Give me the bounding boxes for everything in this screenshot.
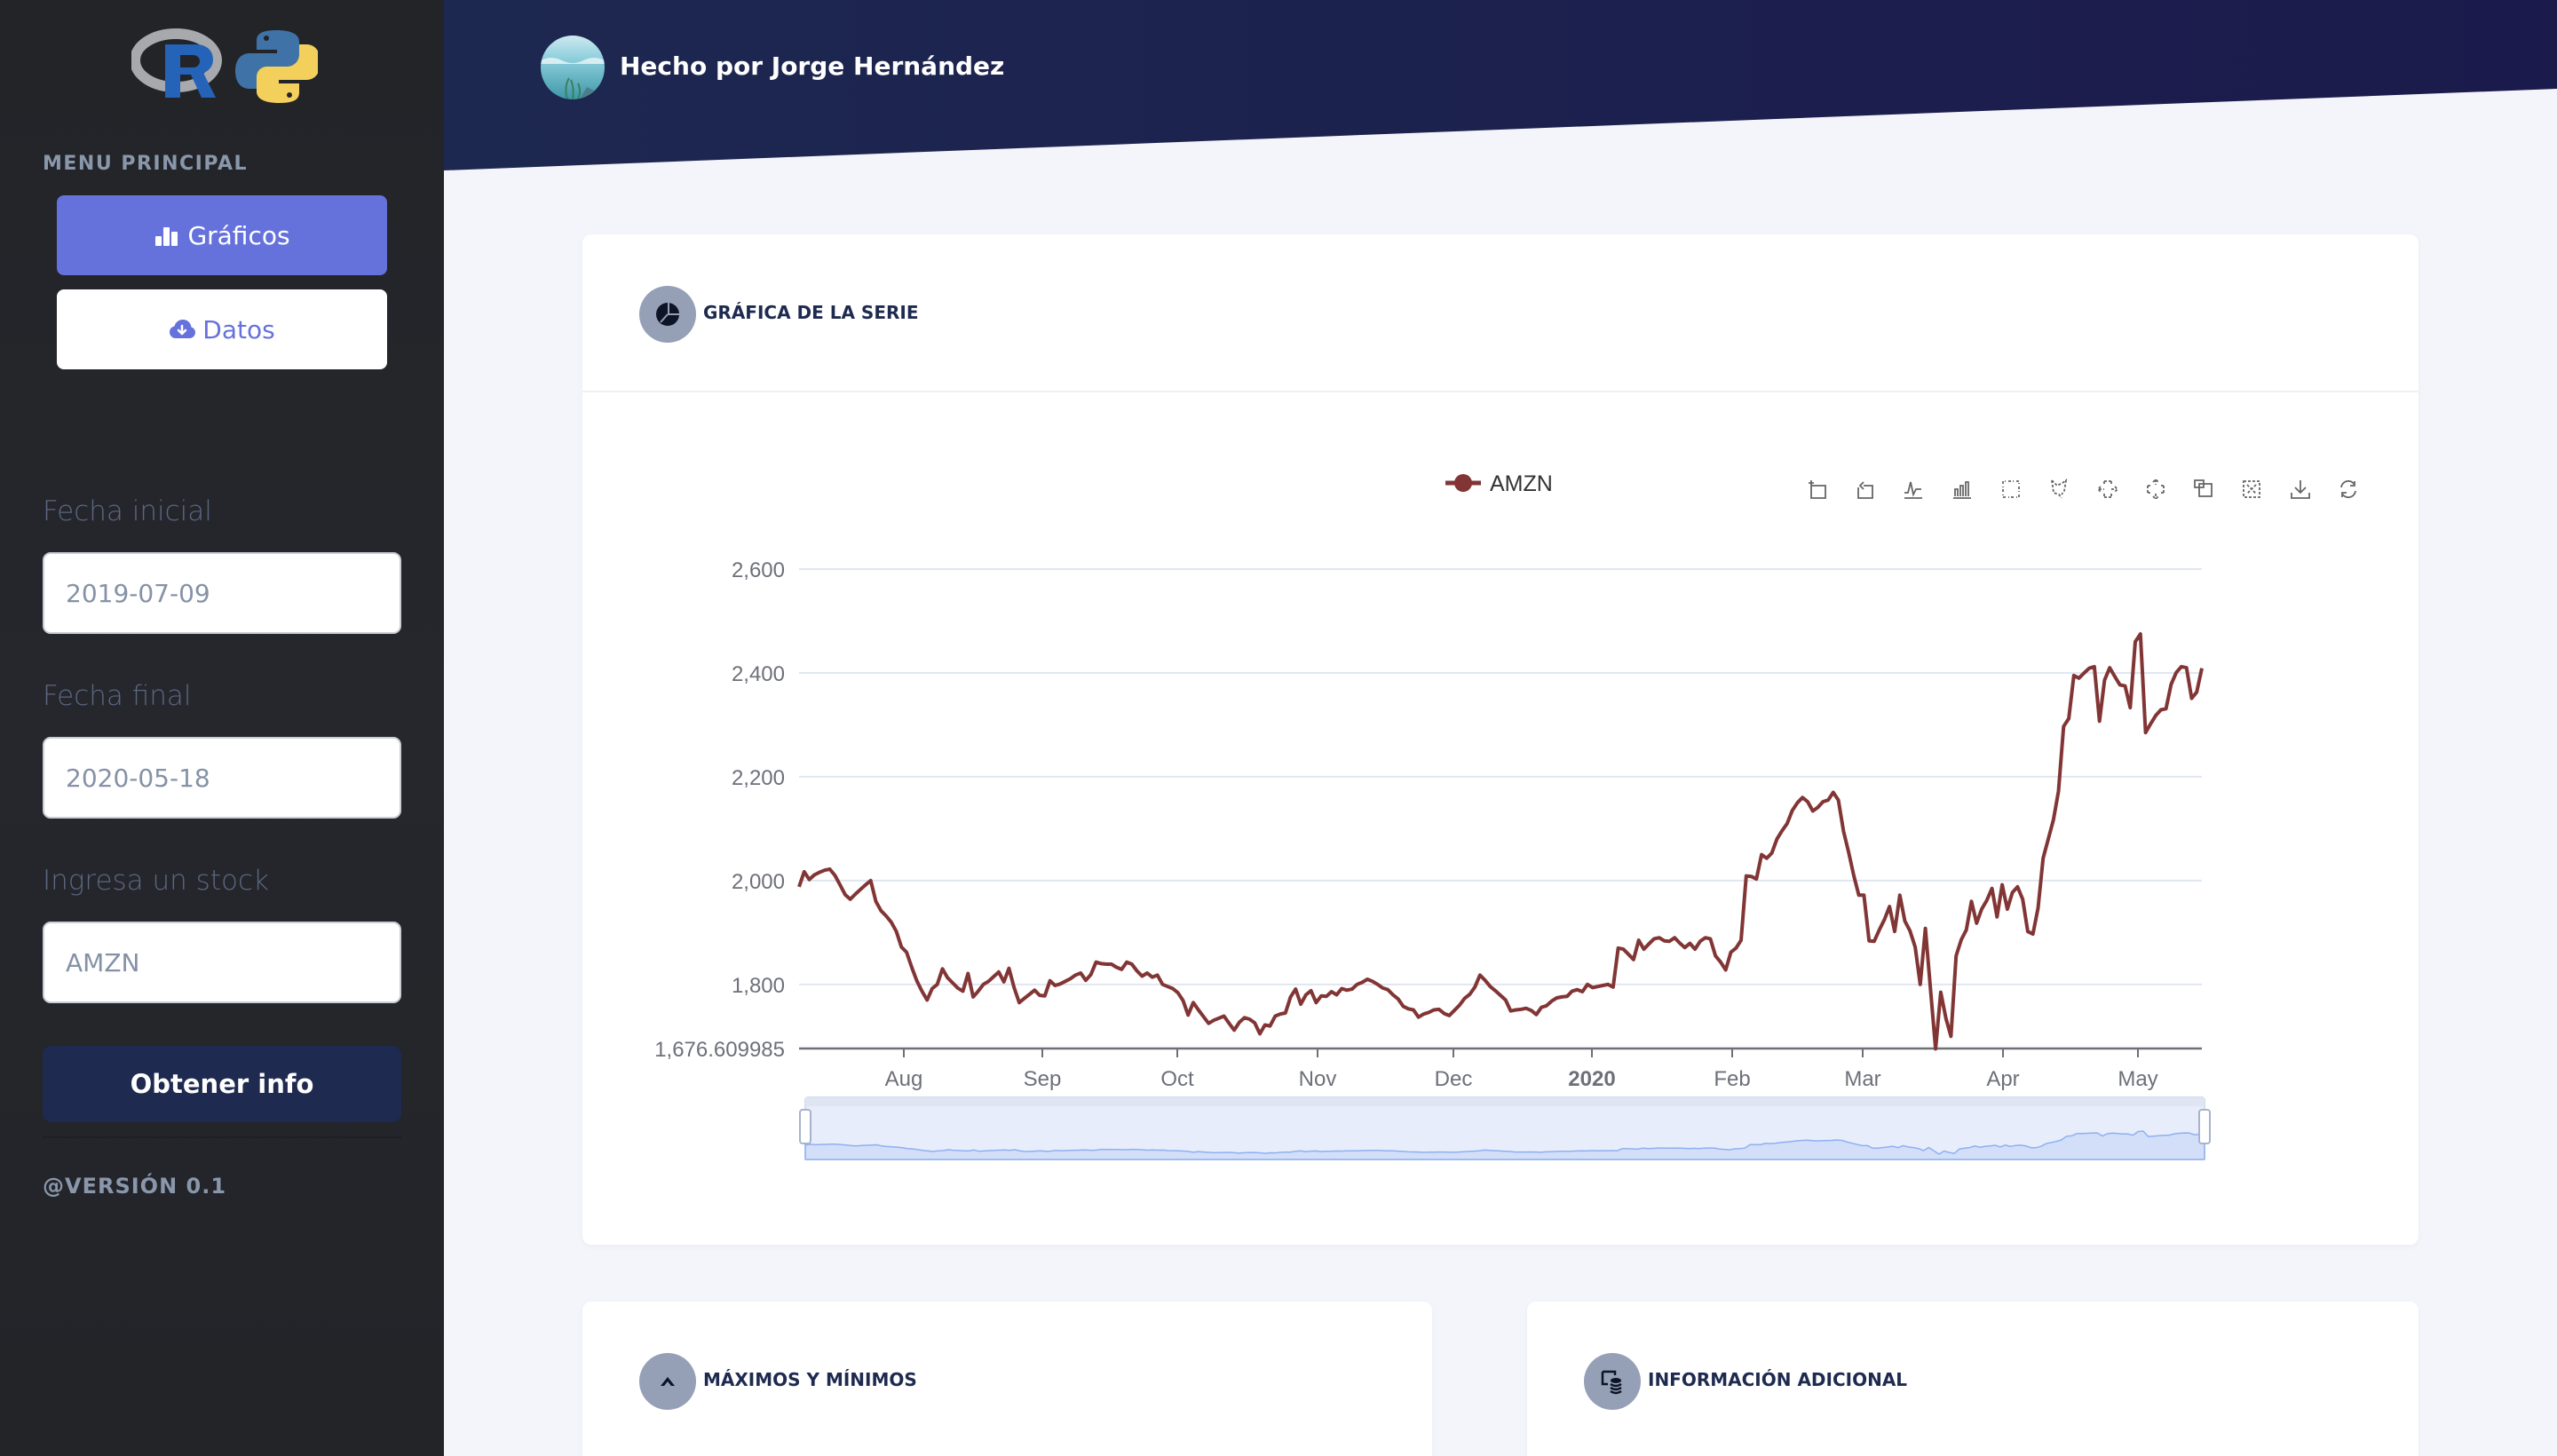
x-axis: Aug Sep Oct Nov Dec 2020 Feb Mar Apr May — [799, 1047, 2202, 1091]
header-banner — [444, 0, 2557, 170]
info-card: INFORMACIÓN ADICIONAL — [1527, 1302, 2418, 1456]
x-tick-label: Nov — [1299, 1067, 1337, 1091]
start-date-label: Fecha inicial — [43, 495, 212, 527]
x-tick-label: Feb — [1714, 1067, 1750, 1091]
info-card-header: INFORMACIÓN ADICIONAL — [1527, 1302, 2418, 1456]
toolbox-bar-icon[interactable]: Bar — [1949, 476, 1975, 502]
python-logo-icon — [235, 30, 318, 103]
toolbox-brush-linex-icon[interactable]: Horizontal selection — [2094, 476, 2121, 502]
chart-toolbox: Zoom Back Line Bar Rectangle selection Polygo… — [1805, 476, 2362, 502]
toolbox-data-zoom-icon[interactable]: Zoom — [1805, 476, 1832, 502]
chevron-up-icon — [661, 1377, 675, 1386]
info-card-title: INFORMACIÓN ADICIONAL — [1648, 1369, 1908, 1390]
x-tick-label: Mar — [1844, 1067, 1880, 1091]
toolbox-save-image-icon[interactable]: Save as image — [2287, 476, 2314, 502]
y-tick-label: 1,676.609985 — [654, 1038, 785, 1062]
obtener-info-button[interactable]: Obtener info — [43, 1046, 401, 1122]
sidebar-divider — [43, 1136, 401, 1138]
line-chart[interactable]: 1,676.609985 1,800 2,000 2,200 2,400 2,600 Au… — [582, 234, 2418, 1245]
x-tick-label: Aug — [885, 1067, 923, 1091]
avatar — [541, 36, 605, 99]
x-tick-label: May — [2118, 1067, 2157, 1091]
end-date-label: Fecha final — [43, 680, 192, 712]
menu-title: MENU PRINCIPAL — [43, 153, 248, 175]
nav-graficos-button[interactable]: Gráficos — [57, 195, 387, 275]
bar-chart-icon — [154, 224, 180, 247]
toolbox-brush-liney-icon[interactable]: Vertical selection — [2142, 476, 2169, 502]
chart-card-icon-circle — [639, 286, 696, 343]
y-axis: 1,676.609985 1,800 2,000 2,200 2,400 2,600 — [654, 558, 785, 1062]
r-logo-icon — [131, 28, 222, 98]
toolbox-brush-rect-icon[interactable]: Rectangle selection — [1998, 476, 2024, 502]
info-icon-circle — [1584, 1353, 1641, 1410]
toolbox-brush-clear-icon[interactable]: Clear selections — [2238, 476, 2265, 502]
ocean-avatar-icon — [541, 36, 605, 99]
start-date-input[interactable] — [43, 552, 401, 634]
x-tick-label: Sep — [1024, 1067, 1062, 1091]
y-tick-label: 2,600 — [732, 558, 785, 582]
toolbox-zoom-reset-icon[interactable]: Back — [1852, 476, 1879, 502]
maxmin-icon-circle — [639, 1353, 696, 1410]
chart-card-title: GRÁFICA DE LA SERIE — [703, 302, 919, 323]
amzn-series-line — [797, 632, 2204, 1051]
toolbox-brush-polygon-icon[interactable]: Polygon selection — [2046, 476, 2073, 502]
datazoom-handle[interactable] — [799, 1109, 811, 1144]
datazoom-slider[interactable] — [799, 1096, 2211, 1160]
cloud-download-icon — [169, 319, 196, 340]
nav-datos-label: Datos — [202, 314, 275, 344]
chart-card: GRÁFICA DE LA SERIE 1,676.609985 1,800 2,0… — [582, 234, 2418, 1245]
datazoom-handle[interactable] — [2198, 1109, 2211, 1144]
header-title: Hecho por Jorge Hernández — [620, 51, 1005, 81]
x-tick-label: Dec — [1435, 1067, 1473, 1091]
y-tick-label: 1,800 — [732, 974, 785, 998]
toolbox-brush-keep-icon[interactable]: Keep selections — [2190, 476, 2217, 502]
toolbox-restore-icon[interactable]: Restore — [2335, 476, 2362, 502]
main-content: Hecho por Jorge Hernández GRÁFICA DE LA … — [444, 0, 2557, 1456]
y-tick-label: 2,000 — [732, 870, 785, 894]
x-tick-label: 2020 — [1568, 1067, 1615, 1091]
stock-input[interactable] — [43, 922, 401, 1003]
logos — [131, 28, 318, 103]
legend-marker-icon — [1454, 474, 1472, 492]
x-tick-label: Oct — [1160, 1067, 1194, 1091]
end-date-input[interactable] — [43, 737, 401, 819]
y-tick-label: 2,200 — [732, 766, 785, 790]
version-label: @VERSIÓN 0.1 — [43, 1174, 227, 1199]
toolbox-line-icon[interactable]: Line — [1900, 476, 1927, 502]
chart-legend[interactable]: AMZN — [1445, 471, 1553, 496]
maxmin-card-title: MÁXIMOS Y MÍNIMOS — [703, 1369, 917, 1390]
chart-card-header: GRÁFICA DE LA SERIE — [582, 234, 2418, 392]
maxmin-card: MÁXIMOS Y MÍNIMOS — [582, 1302, 1432, 1456]
chart-grid — [799, 568, 2202, 985]
stock-label: Ingresa un stock — [43, 865, 269, 897]
y-tick-label: 2,400 — [732, 662, 785, 686]
nav-datos-button[interactable]: Datos — [57, 289, 387, 369]
nav-graficos-label: Gráficos — [187, 220, 290, 250]
sidebar: MENU PRINCIPAL Gráficos Datos Fecha inic… — [0, 0, 444, 1456]
legend-label: AMZN — [1490, 471, 1553, 496]
info-database-icon — [1601, 1370, 1622, 1395]
x-tick-label: Apr — [1986, 1067, 2019, 1091]
pie-chart-icon — [656, 303, 680, 326]
maxmin-card-header: MÁXIMOS Y MÍNIMOS — [582, 1302, 1432, 1456]
